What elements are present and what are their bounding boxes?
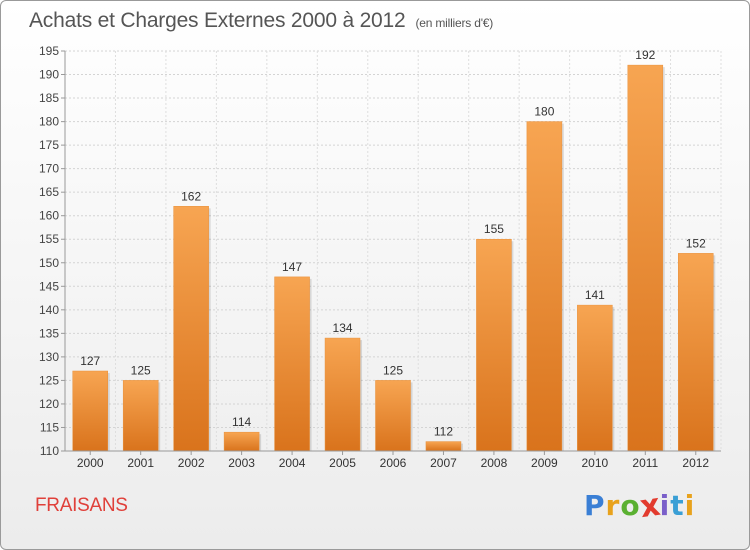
logo-letter: x bbox=[637, 486, 664, 525]
y-tick-label: 175 bbox=[39, 138, 59, 152]
bar-value-label: 155 bbox=[484, 222, 504, 236]
y-tick-label: 190 bbox=[39, 68, 59, 82]
bar-value-label: 147 bbox=[282, 260, 302, 274]
bar-2000 bbox=[72, 370, 108, 452]
bar-2005 bbox=[324, 337, 361, 452]
y-tick-label: 135 bbox=[39, 326, 59, 340]
x-tick-label: 2007 bbox=[430, 456, 457, 470]
y-tick-label: 110 bbox=[40, 444, 59, 458]
logo-letter: i bbox=[659, 489, 671, 522]
bar-2011 bbox=[627, 64, 664, 452]
y-tick-label: 160 bbox=[39, 209, 59, 223]
y-tick-label: 125 bbox=[39, 373, 59, 387]
bar-2004 bbox=[274, 276, 310, 452]
x-tick-label: 2000 bbox=[77, 456, 104, 470]
chart-title-text: Achats et Charges Externes 2000 à 2012 bbox=[29, 9, 406, 32]
x-tick-label: 2012 bbox=[682, 456, 709, 470]
x-tick-label: 2003 bbox=[228, 456, 255, 470]
bar-value-label: 125 bbox=[383, 363, 403, 377]
y-tick-label: 145 bbox=[39, 279, 59, 293]
x-tick-label: 2005 bbox=[329, 456, 356, 470]
logo-letter: t bbox=[670, 489, 685, 522]
bar-2003 bbox=[223, 431, 260, 452]
bar-value-label: 162 bbox=[181, 189, 201, 203]
bar-value-label: 141 bbox=[585, 288, 605, 302]
y-tick-label: 115 bbox=[40, 420, 59, 434]
bar-2001 bbox=[122, 380, 159, 452]
bars: 127 125 162 114 147 134 125 112 155 180 141 192 152 bbox=[72, 48, 716, 452]
bar-value-label: 192 bbox=[635, 48, 655, 62]
proxiti-logo: Proxiti bbox=[584, 486, 696, 525]
x-tick-label: 2009 bbox=[531, 456, 558, 470]
x-tick-label: 2004 bbox=[279, 456, 306, 470]
chart-title: Achats et Charges Externes 2000 à 2012 (e… bbox=[29, 9, 493, 33]
y-tick-label: 130 bbox=[39, 350, 59, 364]
bar-value-label: 125 bbox=[131, 363, 151, 377]
bar-value-label: 127 bbox=[80, 354, 100, 368]
bar-value-label: 152 bbox=[686, 236, 706, 250]
bar-2006 bbox=[375, 380, 411, 452]
y-tick-label: 120 bbox=[39, 397, 59, 411]
y-tick-label: 185 bbox=[39, 91, 59, 105]
x-tick-label: 2002 bbox=[178, 456, 205, 470]
bar-value-label: 134 bbox=[333, 321, 353, 335]
y-tick-label: 155 bbox=[39, 232, 59, 246]
place-name: FRAISANS bbox=[35, 495, 128, 516]
logo-letter: o bbox=[620, 489, 641, 522]
bar-value-label: 112 bbox=[434, 425, 453, 439]
y-tick-label: 180 bbox=[39, 115, 59, 129]
bar-2010 bbox=[577, 304, 613, 452]
logo-letter: r bbox=[605, 489, 621, 522]
y-tick-label: 140 bbox=[39, 303, 59, 317]
y-tick-label: 150 bbox=[39, 256, 59, 270]
bar-value-label: 114 bbox=[232, 415, 251, 429]
logo-letter: P bbox=[584, 489, 606, 522]
x-tick-label: 2011 bbox=[632, 456, 658, 470]
y-tick-label: 165 bbox=[39, 185, 59, 199]
bar-2012 bbox=[678, 253, 714, 452]
x-tick-label: 2010 bbox=[581, 456, 608, 470]
x-tick-label: 2006 bbox=[380, 456, 407, 470]
x-axis: 2000 2001 2002 2003 2004 2005 2006 2007 2008 2009… bbox=[65, 450, 721, 470]
bar-2009 bbox=[526, 121, 563, 452]
bar-2007 bbox=[425, 441, 462, 452]
y-tick-label: 170 bbox=[39, 162, 59, 176]
bar-2002 bbox=[173, 206, 209, 452]
x-tick-label: 2008 bbox=[481, 456, 508, 470]
bar-2008 bbox=[476, 238, 512, 452]
bar-value-label: 180 bbox=[534, 105, 554, 119]
y-axis: 110 115 120 125 130 135 140 145 150 155 160 165 170 1… bbox=[39, 44, 66, 458]
y-tick-label: 195 bbox=[39, 44, 59, 58]
chart-subtitle: (en milliers d'€) bbox=[415, 16, 494, 30]
x-tick-label: 2001 bbox=[127, 456, 154, 470]
logo-letter: i bbox=[684, 489, 696, 522]
